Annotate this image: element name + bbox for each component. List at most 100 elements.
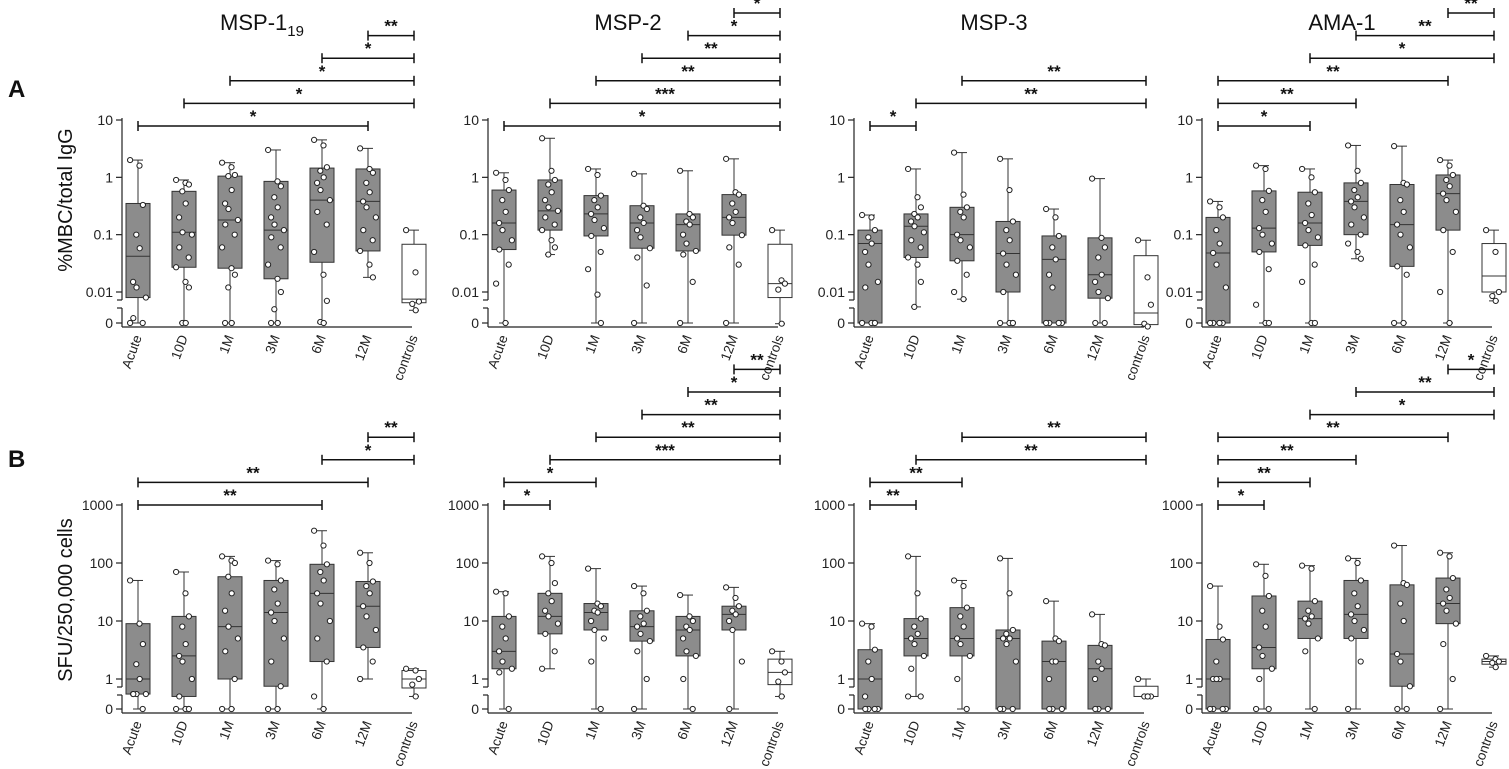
data-point-B-msp2-1M-0 <box>585 565 592 572</box>
data-point-A-msp2-6M-8 <box>680 251 687 258</box>
data-point-A-msp119-6M-5 <box>314 179 321 186</box>
data-point-B-msp2-Acute-3 <box>499 623 506 630</box>
x-tick-label-A-msp119-12M: 12M <box>352 333 375 363</box>
data-point-B-ama1-1M-3 <box>1305 607 1312 614</box>
data-point-B-msp119-Acute-2 <box>139 640 146 648</box>
data-point-B-msp119-3M-4 <box>274 600 281 607</box>
data-point-A-ama1-1M-0 <box>1299 165 1306 173</box>
x-tick-label-A-ama1-10D: 10D <box>1248 333 1271 362</box>
data-point-B-ama1-10D-2 <box>1265 592 1273 600</box>
data-point-B-msp3-Acute-4 <box>868 675 875 683</box>
data-point-A-msp2-3M-9 <box>643 282 650 289</box>
data-point-A-ama1-3M-9 <box>1357 231 1364 238</box>
data-point-A-ama1-6M-3 <box>1397 197 1404 204</box>
data-point-B-msp2-3M-4 <box>640 620 647 627</box>
data-point-A-msp2-Acute-11 <box>502 319 509 327</box>
data-point-B-msp3-1M-7 <box>966 652 974 660</box>
data-point-A-ama1-12M-1 <box>1446 162 1453 169</box>
data-point-A-msp3-3M-1 <box>1006 186 1013 194</box>
data-point-B-msp2-10D-1 <box>548 559 555 567</box>
data-point-B-msp2-10D-3 <box>545 590 552 597</box>
data-point-A-msp119-6M-3 <box>317 167 324 174</box>
y-tick-label-B-msp3-0: 1 <box>837 671 845 687</box>
data-point-B-msp3-1M-4 <box>960 623 967 630</box>
data-point-B-msp2-10D-7 <box>554 620 562 627</box>
y-tick-label-zero-B-msp119: 0 <box>105 701 113 717</box>
x-tick-label-B-msp2-10D: 10D <box>534 719 557 748</box>
data-point-A-msp119-3M-3 <box>271 194 278 201</box>
data-point-B-msp119-Acute-9 <box>139 705 146 713</box>
box-A-msp2-controls <box>767 243 793 299</box>
data-point-A-msp119-12M-9 <box>369 237 376 244</box>
data-point-A-msp3-12M-6 <box>1095 288 1102 296</box>
data-point-A-msp3-3M-5 <box>1000 250 1007 257</box>
data-point-B-ama1-Acute-0 <box>1207 582 1214 590</box>
data-point-A-msp119-3M-13 <box>271 306 278 313</box>
y-tick-label-B-msp2-2: 100 <box>456 555 480 571</box>
data-point-A-msp119-6M-11 <box>320 271 327 278</box>
data-point-A-ama1-1M-1 <box>1308 174 1315 181</box>
data-point-A-msp119-1M-5 <box>222 200 229 207</box>
data-point-A-msp3-3M-10 <box>997 319 1004 327</box>
data-point-B-msp119-12M-7 <box>372 626 379 634</box>
data-point-B-msp119-Acute-8 <box>130 690 137 698</box>
data-point-A-msp3-12M-1 <box>1098 234 1105 241</box>
sig-label-A-msp119-1: * <box>296 84 303 103</box>
data-point-A-msp119-6M-1 <box>320 142 327 149</box>
data-point-B-ama1-3M-4 <box>1354 603 1361 610</box>
data-point-A-ama1-10D-6 <box>1259 231 1266 238</box>
data-point-B-ama1-10D-4 <box>1262 623 1269 630</box>
data-point-B-msp2-Acute-7 <box>508 665 515 672</box>
data-point-A-ama1-1M-5 <box>1302 219 1309 227</box>
x-tick-label-B-ama1-10D: 10D <box>1248 719 1271 748</box>
x-tick-label-B-msp119-12M: 12M <box>352 719 375 749</box>
box-B-ama1-1M <box>1297 600 1323 639</box>
data-point-A-msp3-10D-9 <box>917 244 924 251</box>
data-point-A-msp2-12M-2 <box>735 191 743 198</box>
y-tick-label-B-msp119-1: 10 <box>97 613 113 629</box>
data-point-A-msp2-controls-4 <box>778 320 785 327</box>
data-point-B-msp119-1M-8 <box>222 648 229 655</box>
data-point-B-msp119-3M-8 <box>268 658 275 665</box>
data-point-A-msp119-10D-11 <box>182 278 189 286</box>
data-point-A-msp119-1M-12 <box>231 271 238 278</box>
data-point-B-msp3-1M-9 <box>963 705 970 713</box>
data-point-B-msp119-controls-0 <box>403 665 410 672</box>
data-point-A-ama1-1M-4 <box>1308 211 1315 219</box>
data-point-B-ama1-6M-5 <box>1394 650 1401 658</box>
x-tick-label-A-msp2-3M: 3M <box>628 333 649 356</box>
data-point-B-msp119-6M-6 <box>317 600 324 607</box>
data-point-B-msp3-Acute-1 <box>868 623 875 630</box>
data-point-B-msp2-6M-5 <box>680 635 687 642</box>
data-point-B-msp2-6M-2 <box>689 617 697 625</box>
data-point-A-msp119-3M-4 <box>274 204 281 211</box>
data-point-A-ama1-3M-10 <box>1345 240 1352 247</box>
data-point-B-msp3-Acute-3 <box>865 658 872 665</box>
data-point-B-msp2-Acute-9 <box>505 705 512 713</box>
data-point-A-msp119-1M-10 <box>219 244 226 251</box>
data-point-A-msp3-10D-11 <box>914 261 921 268</box>
sig-label-B-msp2-2: *** <box>655 441 675 460</box>
data-point-A-msp2-3M-2 <box>643 205 651 213</box>
x-tick-label-A-msp119-10D: 10D <box>168 333 191 362</box>
data-point-A-msp2-Acute-0 <box>493 169 500 176</box>
sig-label-A-msp3-0: * <box>890 107 897 126</box>
data-point-A-msp3-12M-4 <box>1098 271 1105 278</box>
data-point-A-msp119-12M-0 <box>357 145 364 152</box>
data-point-A-ama1-10D-0 <box>1253 162 1260 169</box>
data-point-A-msp119-6M-0 <box>311 136 318 143</box>
data-point-A-ama1-Acute-3 <box>1213 227 1220 234</box>
data-point-A-msp119-Acute-7 <box>142 294 149 301</box>
data-point-A-ama1-controls-1 <box>1492 248 1499 256</box>
sig-label-B-msp2-5: * <box>731 373 738 392</box>
y-tick-label-A-msp119-1: 0.1 <box>94 227 114 243</box>
data-point-B-msp119-6M-0 <box>311 527 318 534</box>
x-tick-label-B-ama1-12M: 12M <box>1432 719 1455 749</box>
data-point-B-msp119-1M-2 <box>231 559 238 567</box>
data-point-A-msp119-6M-4 <box>320 174 327 181</box>
data-point-A-ama1-6M-6 <box>1397 231 1404 238</box>
y-tick-label-A-msp2-2: 1 <box>471 169 479 185</box>
data-point-A-msp119-1M-15 <box>222 319 229 327</box>
data-point-A-msp3-6M-9 <box>1055 319 1062 327</box>
data-point-A-msp2-1M-7 <box>600 225 608 232</box>
